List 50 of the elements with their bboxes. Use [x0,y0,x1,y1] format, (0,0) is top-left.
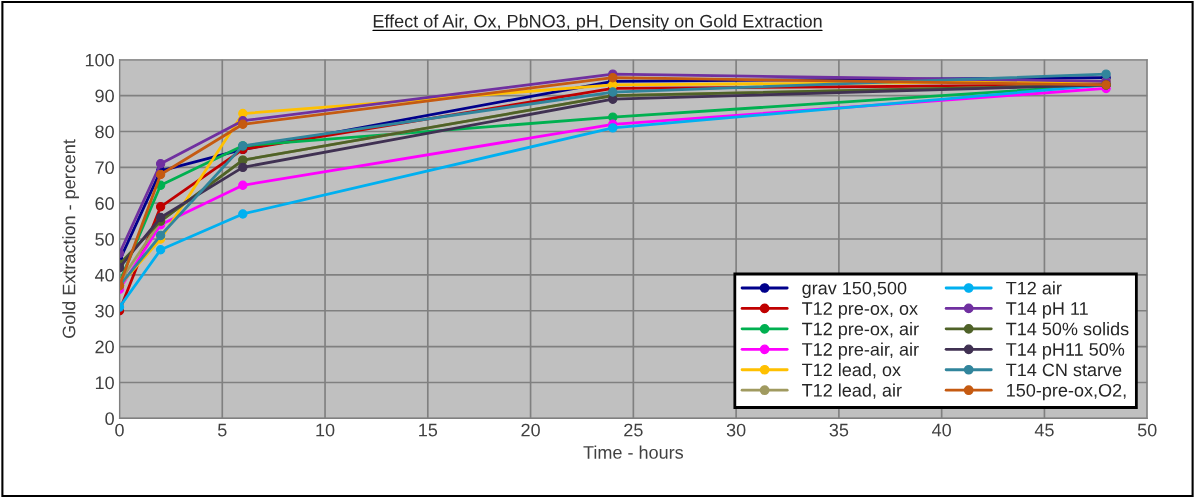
legend-label: T12 air [1006,281,1062,295]
point [238,209,248,219]
legend-label: T14 CN starve [1006,363,1122,377]
point [155,202,166,212]
y-tick-label: 70 [95,161,114,175]
x-tick-label: 0 [115,423,124,437]
y-axis-title: Gold Extraction - percent [62,139,79,338]
point [1101,69,1111,79]
point [155,169,166,180]
point [608,94,618,104]
legend-label: T14 pH11 50% [1006,343,1125,360]
y-tick-label: 90 [95,89,114,103]
y-tick-label: 60 [95,197,114,210]
legend-label: T12 pre-air, air [802,342,919,360]
point [238,162,248,173]
point [238,180,248,190]
x-tick-label: 30 [726,423,746,437]
x-tick-label: 20 [521,423,540,437]
x-tick-label: 50 [1137,423,1157,437]
point [155,212,166,223]
legend-label: grav 150,500 [802,281,907,299]
y-tick-label: 100 [85,53,114,67]
x-tick-label: 10 [316,423,335,437]
y-tick-label: 30 [95,304,114,318]
y-tick-label: 10 [95,376,114,390]
point [608,87,618,97]
point [155,230,166,241]
point [155,245,166,255]
point [155,159,166,169]
legend-label: T12 pre-ox, ox [802,302,918,319]
legend-label: T12 lead, ox [802,362,901,379]
x-axis-title: Time - hours [583,445,684,459]
legend-label: T14 pH 11 [1006,302,1088,319]
x-tick-label: 15 [419,423,438,437]
x-tick-label: 45 [1034,423,1054,437]
y-tick-label: 50 [95,232,114,246]
x-tick-label: 40 [932,423,951,437]
x-tick-label: 35 [829,423,849,437]
legend-label: T12 lead, air [802,383,902,399]
point [608,123,618,133]
legend-label: T12 pre-ox, air [802,322,919,339]
y-tick-label: 0 [105,412,114,426]
y-tick-label: 40 [94,268,114,282]
x-tick-label: 25 [624,423,643,437]
legend-label: T14 50% solids [1006,322,1129,336]
legend-label: 150-pre-ox,O2, [1007,383,1126,401]
x-tick-label: 5 [217,423,227,437]
chart-title: Effect of Air, Ox, PbNO3, pH, Density on Gold Extraction [373,14,822,32]
y-tick-label: 20 [95,340,114,354]
y-tick-label: 80 [95,125,114,139]
